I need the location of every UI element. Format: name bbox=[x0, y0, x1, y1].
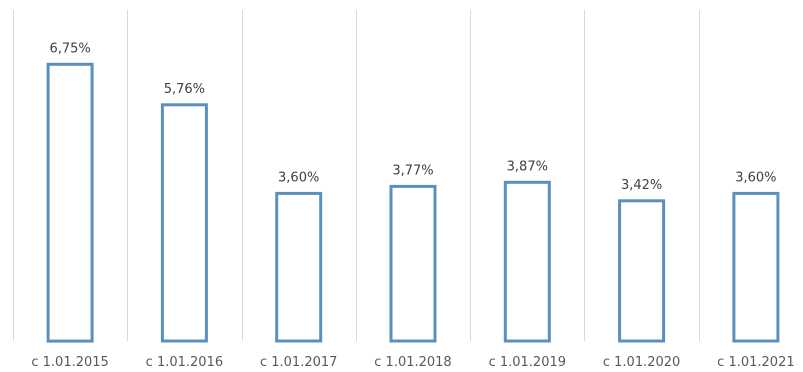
data-label: 5,76% bbox=[164, 82, 205, 97]
data-label: 3,77% bbox=[392, 163, 433, 178]
data-label: 3,42% bbox=[621, 178, 662, 193]
data-labels: 6,75% 5,76% 3,60% 3,77% 3,87% 3,42% 3,60% bbox=[49, 41, 776, 193]
bar bbox=[46, 62, 94, 343]
x-tick-label: с 1.01.2020 bbox=[603, 355, 680, 370]
bar bbox=[389, 184, 437, 343]
data-label: 3,87% bbox=[507, 159, 548, 174]
category-separators bbox=[13, 10, 700, 341]
bar bbox=[160, 103, 208, 343]
bar bbox=[503, 180, 551, 343]
bar bbox=[618, 199, 666, 343]
data-label: 3,60% bbox=[735, 170, 776, 185]
bars bbox=[46, 62, 780, 343]
x-tick-label: с 1.01.2019 bbox=[489, 355, 566, 370]
x-tick-label: с 1.01.2018 bbox=[374, 355, 451, 370]
x-tick-label: с 1.01.2016 bbox=[146, 355, 223, 370]
data-label: 6,75% bbox=[49, 41, 90, 56]
x-tick-label: с 1.01.2017 bbox=[260, 355, 337, 370]
bar bbox=[275, 191, 323, 343]
x-tick-label: с 1.01.2015 bbox=[31, 355, 108, 370]
data-label: 3,60% bbox=[278, 170, 319, 185]
bar bbox=[732, 191, 780, 343]
x-axis-tick-labels: с 1.01.2015 с 1.01.2016 с 1.01.2017 с 1.01.… bbox=[31, 355, 794, 370]
x-tick-label: с 1.01.2021 bbox=[717, 355, 794, 370]
